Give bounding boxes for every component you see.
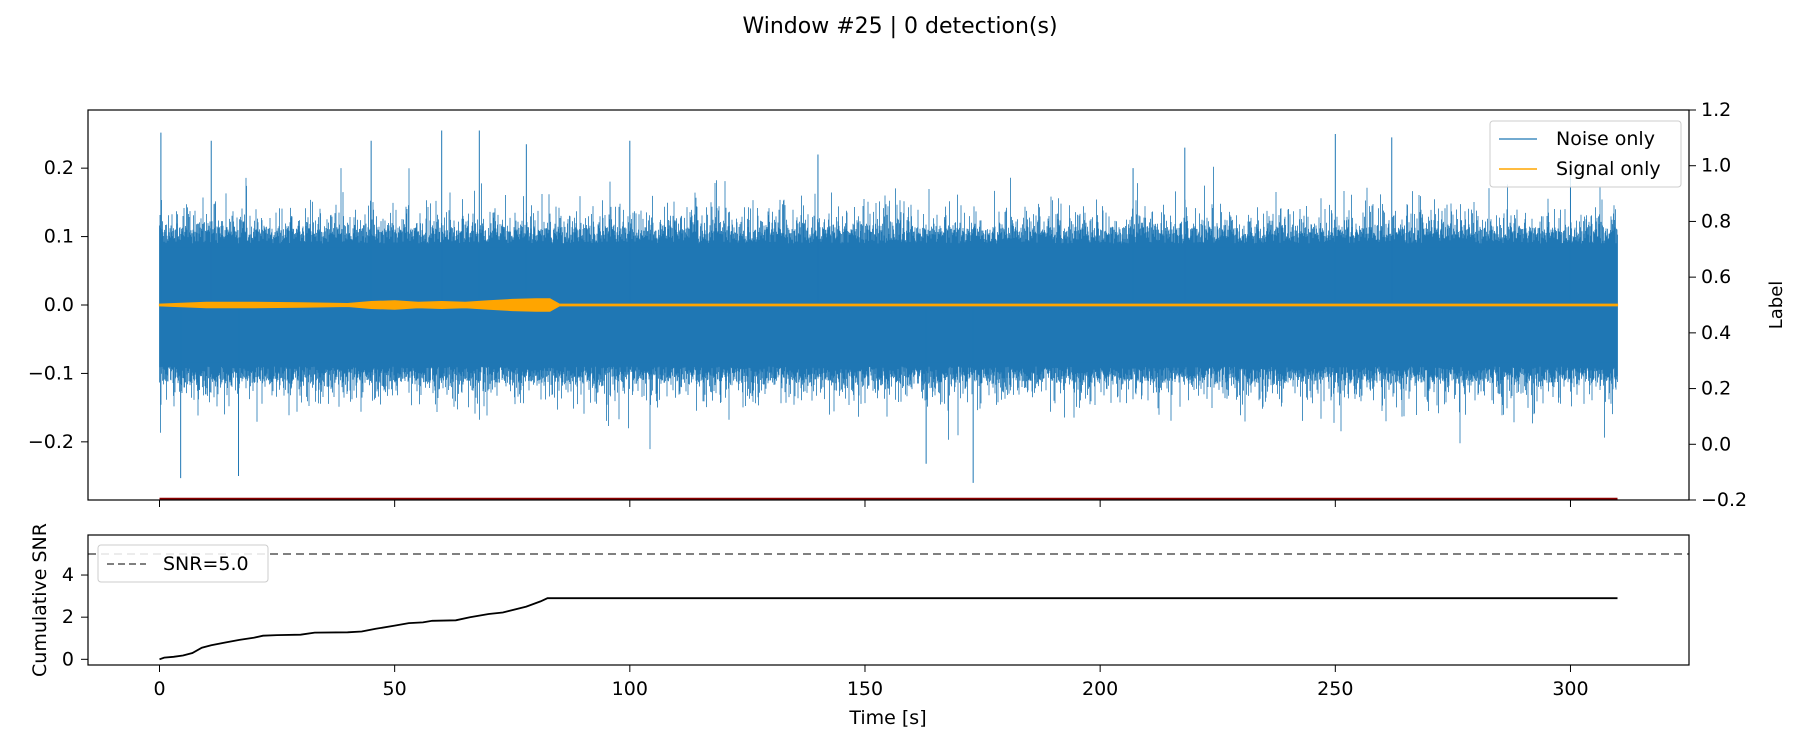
snr-panel: 0 2 4 0 50 100 150 200 250 300 Time [s] Cumulati… [29, 523, 1690, 729]
x-tick-label: 200 [1082, 678, 1118, 700]
y2-tick-label: 0.0 [1701, 433, 1731, 455]
y2-tick-label: −0.2 [1701, 489, 1747, 511]
x-tick-label: 300 [1552, 678, 1588, 700]
y-tick-label: 0 [62, 648, 74, 670]
y2-tick-label: 0.6 [1701, 266, 1731, 288]
cumulative-snr-line [159, 597, 1618, 661]
cumulative-snr-series [88, 552, 1689, 661]
figure-title: Window #25 | 0 detection(s) [742, 14, 1057, 39]
signal-only-series [158, 298, 1619, 312]
x-tick-label: 0 [153, 678, 165, 700]
y-tick-label: −0.1 [28, 362, 74, 384]
x-tick-label: 150 [847, 678, 883, 700]
snr-threshold-legend-label: SNR=5.0 [163, 553, 249, 575]
y2-tick-label: 1.2 [1701, 99, 1731, 121]
signal-legend-label: Signal only [1556, 158, 1661, 180]
y2-tick-label: 0.4 [1701, 322, 1731, 344]
x-axis-title: Time [s] [848, 707, 926, 729]
snr-legend: SNR=5.0 [97, 544, 269, 583]
waveform-panel: −0.2 −0.1 0.0 0.1 0.2 −0.2 0.0 0.2 0.4 0.6 0.8 1.0… [28, 99, 1787, 511]
y-tick-label: −0.2 [28, 431, 74, 453]
waveform-y-axis: −0.2 −0.1 0.0 0.1 0.2 [28, 157, 88, 453]
label-axis-title: Label [1766, 281, 1787, 330]
y-tick-label: 2 [62, 606, 74, 628]
snr-axes-frame [87, 534, 1690, 666]
y2-tick-label: 0.2 [1701, 378, 1731, 400]
waveform-legend: Noise only Signal only [1489, 120, 1682, 188]
noise-legend-label: Noise only [1556, 128, 1655, 150]
y-tick-label: 4 [62, 564, 74, 586]
waveform-x-ticks [158, 500, 1571, 507]
y-tick-label: 0.1 [44, 226, 74, 248]
y2-tick-label: 0.8 [1701, 210, 1731, 232]
snr-y-axis: 0 2 4 [62, 564, 88, 670]
time-x-axis: 0 50 100 150 200 250 300 [153, 665, 1589, 700]
y-tick-label: 0.0 [44, 294, 74, 316]
label-y-axis: −0.2 0.0 0.2 0.4 0.6 0.8 1.0 1.2 [1689, 99, 1747, 511]
y-axis-title: Cumulative SNR [29, 523, 51, 677]
x-tick-label: 250 [1317, 678, 1353, 700]
x-tick-label: 50 [383, 678, 407, 700]
x-tick-label: 100 [612, 678, 648, 700]
y-tick-label: 0.2 [44, 157, 74, 179]
signal-waveform [158, 298, 1619, 312]
y2-tick-label: 1.0 [1701, 155, 1731, 177]
